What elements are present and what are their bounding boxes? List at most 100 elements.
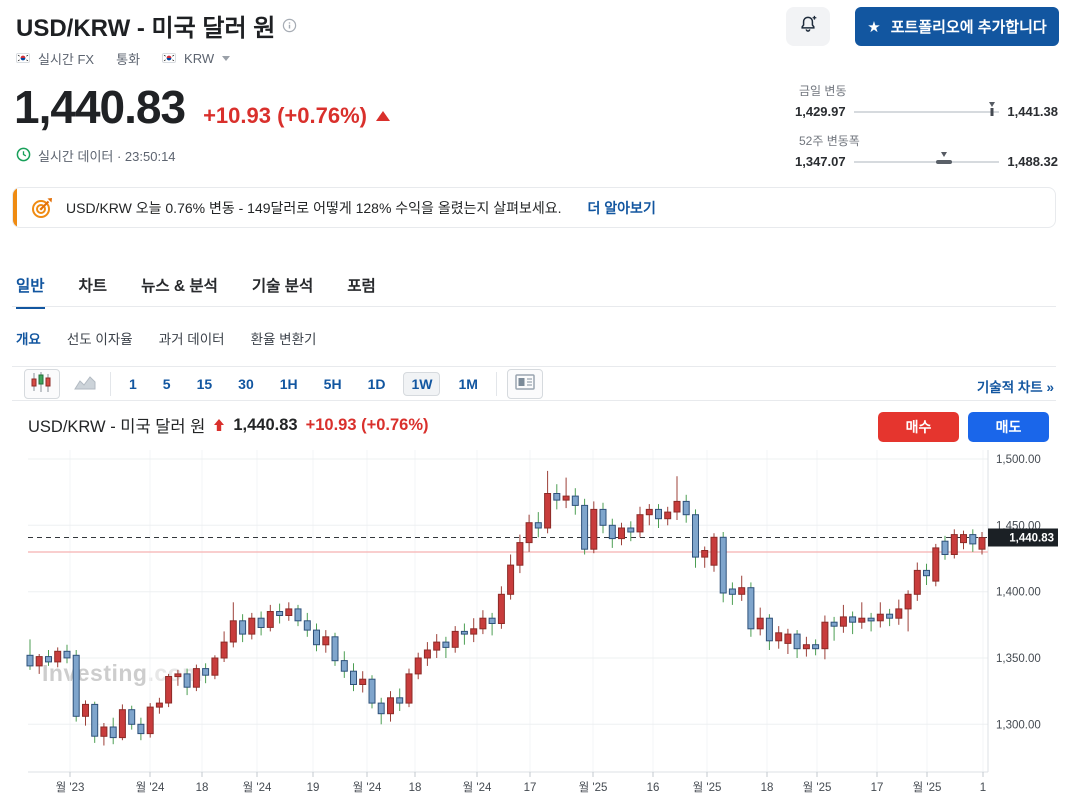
arrow-up-icon	[213, 418, 225, 432]
svg-text:월 '25: 월 '25	[579, 781, 608, 794]
promo-banner: USD/KRW 오늘 0.76% 변동 - 149달러로 어떻게 128% 수익…	[12, 187, 1056, 228]
svg-text:월 '24: 월 '24	[463, 781, 492, 794]
svg-text:17: 17	[871, 782, 884, 794]
svg-text:1,350.00: 1,350.00	[996, 653, 1041, 665]
toolbar-divider	[12, 400, 1056, 401]
subtab-forward-rates[interactable]: 선도 이자율	[66, 332, 133, 347]
interval-5[interactable]: 5	[162, 376, 171, 392]
svg-text:월 '23: 월 '23	[56, 781, 85, 794]
daily-low: 1,429.97	[795, 104, 846, 119]
svg-text:월 '25: 월 '25	[693, 781, 722, 794]
sell-button[interactable]: 매도	[968, 412, 1049, 442]
week52-range-caret-icon	[940, 151, 947, 157]
price-change: +10.93 (+0.76%)	[203, 103, 390, 129]
tab-forum[interactable]: 포럼	[347, 278, 376, 295]
breadcrumb-currency[interactable]: 통화	[116, 52, 141, 67]
sub-tabs: 개요 선도 이자율 과거 데이터 환율 변환기	[16, 328, 316, 348]
news-panel-icon	[515, 373, 535, 395]
svg-text:18: 18	[761, 782, 774, 794]
chart-change: +10.93 (+0.76%)	[305, 415, 429, 434]
week52-high: 1,488.32	[1007, 154, 1058, 169]
bell-plus-icon	[798, 14, 818, 39]
page-title-text: USD/KRW - 미국 달러 원	[16, 15, 276, 42]
svg-text:1: 1	[980, 782, 986, 794]
chart-header: USD/KRW - 미국 달러 원 1,440.83 +10.93 (+0.76…	[28, 413, 429, 437]
svg-text:월 '24: 월 '24	[243, 781, 272, 794]
news-panel-button[interactable]	[506, 369, 543, 399]
tab-general[interactable]: 일반	[16, 274, 45, 309]
area-chart-icon	[73, 372, 97, 397]
target-icon	[31, 197, 53, 219]
candlestick-icon	[31, 371, 53, 397]
candlestick-chart-button[interactable]	[24, 369, 60, 399]
svg-text:1,500.00: 1,500.00	[996, 454, 1041, 466]
daily-range-marker	[990, 107, 994, 116]
svg-text:1,440.83: 1,440.83	[1009, 533, 1054, 545]
toolbar-separator	[110, 372, 111, 396]
kr-flag-icon	[16, 51, 30, 66]
interval-5h[interactable]: 5H	[323, 376, 342, 392]
interval-1m[interactable]: 1M	[458, 376, 478, 392]
promo-stripe	[13, 188, 17, 227]
chart-top-divider	[12, 366, 1056, 367]
promo-text: USD/KRW 오늘 0.76% 변동 - 149달러로 어떻게 128% 수익…	[66, 199, 562, 216]
tabs-divider	[12, 306, 1056, 307]
price-change-text: +10.93 (+0.76%)	[203, 103, 367, 128]
week52-low: 1,347.07	[795, 154, 846, 169]
svg-text:17: 17	[524, 782, 537, 794]
page-title: USD/KRW - 미국 달러 원	[16, 8, 297, 43]
daily-range-bar	[853, 101, 1000, 117]
interval-1d[interactable]: 1D	[367, 376, 386, 392]
subtab-currency-converter[interactable]: 환율 변환기	[250, 332, 317, 347]
week52-range-bar	[853, 151, 1000, 167]
info-icon[interactable]	[282, 12, 297, 40]
tab-technical[interactable]: 기술 분석	[251, 278, 314, 295]
subtab-historical-data[interactable]: 과거 데이터	[158, 332, 225, 347]
svg-text:19: 19	[307, 782, 320, 794]
area-chart-button[interactable]	[70, 371, 100, 397]
add-to-portfolio-button[interactable]: ★ 포트폴리오에 추가합니다	[855, 7, 1059, 46]
svg-text:월 '25: 월 '25	[913, 781, 942, 794]
svg-text:1,300.00: 1,300.00	[996, 719, 1041, 731]
subtab-overview[interactable]: 개요	[16, 332, 41, 347]
breadcrumb: 실시간 FX 통화 KRW	[16, 49, 231, 68]
technical-chart-link[interactable]: 기술적 차트 »	[976, 380, 1054, 395]
week52-range-label: 52주 변동폭	[799, 134, 860, 148]
kr-flag-icon	[162, 51, 177, 66]
interval-15[interactable]: 15	[196, 376, 213, 392]
price-block: 1,440.83 +10.93 (+0.76%)	[14, 80, 390, 134]
last-price: 1,440.83	[14, 81, 186, 133]
daily-range-label: 금일 변동	[799, 84, 847, 98]
price-chart[interactable]: 1,500.001,450.001,400.001,350.001,300.00…	[0, 445, 1068, 805]
svg-text:1,400.00: 1,400.00	[996, 587, 1041, 599]
tab-chart[interactable]: 차트	[78, 278, 108, 295]
interval-30[interactable]: 30	[238, 376, 254, 392]
realtime-status: 실시간 데이터 · 23:50:14	[16, 146, 176, 165]
chart-last-price: 1,440.83	[233, 415, 298, 434]
week52-range-marker	[935, 159, 952, 164]
realtime-text: 실시간 데이터 · 23:50:14	[38, 149, 176, 164]
svg-text:18: 18	[409, 782, 422, 794]
interval-1[interactable]: 1	[129, 376, 137, 392]
chart-toolbar: 1 5 15 30 1H 5H 1D 1W 1M	[24, 369, 543, 399]
interval-1h[interactable]: 1H	[279, 376, 298, 392]
week52-range-group: 52주 변동폭 1,347.07 1,488.32	[795, 132, 1058, 169]
chart-symbol: USD/KRW - 미국 달러 원	[28, 418, 206, 436]
clock-icon	[16, 147, 31, 165]
triangle-up-icon	[375, 111, 390, 121]
chevron-down-icon[interactable]	[222, 56, 231, 61]
add-to-portfolio-label: 포트폴리오에 추가합니다	[890, 19, 1047, 36]
daily-range-caret-icon	[989, 101, 996, 107]
svg-text:월 '25: 월 '25	[803, 781, 832, 794]
interval-1w[interactable]: 1W	[403, 372, 441, 396]
create-alert-button[interactable]	[786, 7, 830, 46]
breadcrumb-krw[interactable]: KRW	[184, 51, 215, 66]
promo-learn-more-link[interactable]: 더 알아보기	[587, 199, 656, 216]
star-icon: ★	[867, 18, 881, 36]
svg-text:16: 16	[647, 782, 660, 794]
breadcrumb-realtime-fx[interactable]: 실시간 FX	[38, 52, 95, 67]
tab-news-analysis[interactable]: 뉴스 & 분석	[141, 278, 218, 295]
svg-text:18: 18	[196, 782, 209, 794]
buy-button[interactable]: 매수	[878, 412, 959, 442]
